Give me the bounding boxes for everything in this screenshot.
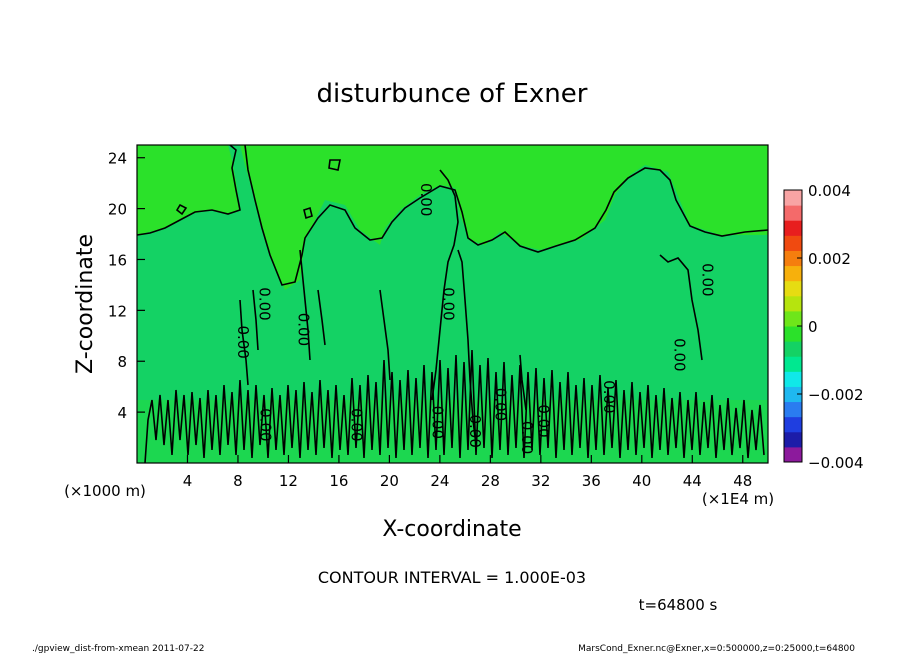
colorbar-swatch xyxy=(784,401,802,418)
contour-label: 0.00 xyxy=(491,388,509,421)
x-tick-label: 8 xyxy=(233,472,243,490)
y-axis: 4 8 12 16 20 24 xyxy=(108,150,145,422)
contour-line xyxy=(144,349,765,464)
colorbar-swatch xyxy=(784,446,802,463)
contour-label: 0.00 xyxy=(257,408,275,441)
contour-line xyxy=(175,159,341,220)
chart-title: disturbunce of Exner xyxy=(317,79,588,109)
colorbar-tick-label: 0 xyxy=(808,318,818,336)
colorbar-swatch xyxy=(784,235,802,251)
x-tick-label: 20 xyxy=(380,472,399,490)
contour-label: 0.00 xyxy=(417,183,435,216)
contour-label: 0.00 xyxy=(698,263,716,296)
x-tick-label: 4 xyxy=(183,472,193,490)
colorbar-tick-label: 0.004 xyxy=(808,182,851,200)
contour-line xyxy=(239,249,527,411)
colorbar-swatch xyxy=(784,371,802,387)
time-label: t=64800 s xyxy=(639,596,718,614)
x-tick-label: 32 xyxy=(531,472,550,490)
field-positive-left xyxy=(137,145,240,235)
x-tick-label: 28 xyxy=(481,472,500,490)
x-axis: 4 8 12 16 20 24 28 32 36 40 44 48 xyxy=(183,455,752,490)
contour-label: 0.00 xyxy=(255,287,273,320)
colorbar-swatch xyxy=(784,326,802,342)
contour-label: 0.00 xyxy=(348,408,366,441)
y-tick-label: 24 xyxy=(108,150,127,168)
contour-label: 0.00 xyxy=(518,421,536,454)
colorbar-tick-label: 0.002 xyxy=(808,250,851,268)
colorbar-swatch xyxy=(784,250,802,267)
contour-label: 0.00 xyxy=(428,406,446,439)
contour-line xyxy=(457,249,477,446)
colorbar-swatch xyxy=(784,386,802,403)
footer-left: ./gpview_dist-from-xmean 2011-07-22 xyxy=(32,644,204,654)
contour-labels: 0.000.000.000.000.000.000.00 0.00 0.00 0.00… xyxy=(234,183,716,454)
contour-label: 0.00 xyxy=(534,404,552,437)
colorbar-swatch xyxy=(784,295,802,312)
colorbar-swatch xyxy=(784,190,802,206)
colorbar-swatch xyxy=(784,416,802,433)
contour-label: 0.00 xyxy=(295,313,313,346)
colorbar-swatch xyxy=(784,341,802,357)
footer-right: MarsCond_Exner.nc@Exner,x=0:500000,z=0:2… xyxy=(578,644,855,654)
y-tick-label: 12 xyxy=(108,302,127,320)
x-tick-label: 12 xyxy=(279,472,298,490)
contour-lines xyxy=(136,144,769,464)
contour-line xyxy=(659,254,703,361)
colorbar-swatch xyxy=(784,265,802,282)
x-unit-label: (×1E4 m) xyxy=(702,490,774,508)
plot-frame xyxy=(136,144,769,464)
x-tick-label: 40 xyxy=(632,472,651,490)
colorbar-swatch xyxy=(784,310,802,327)
contour-label: 0.00 xyxy=(234,325,252,358)
y-tick-label: 4 xyxy=(117,404,127,422)
contour-label: 0.00 xyxy=(466,414,484,447)
colorbar-swatch xyxy=(784,205,802,221)
x-tick-label: 44 xyxy=(683,472,702,490)
contour-label: 0.00 xyxy=(440,287,458,320)
y-unit-label: (×1000 m) xyxy=(64,482,146,500)
colorbar-swatch xyxy=(784,220,802,236)
plot-area: 0.000.000.000.000.000.000.00 0.00 0.00 0.00… xyxy=(136,144,769,464)
y-tick-label: 8 xyxy=(117,353,127,371)
y-axis-title: Z-coordinate xyxy=(73,234,98,374)
contour-interval-label: CONTOUR INTERVAL = 1.000E-03 xyxy=(318,568,586,587)
contour-line xyxy=(431,169,459,401)
x-tick-label: 36 xyxy=(582,472,601,490)
contour-line xyxy=(136,144,241,236)
colorbar xyxy=(784,190,802,463)
colorbar-swatch xyxy=(784,431,802,448)
contour-label: 0.00 xyxy=(671,338,689,371)
x-tick-label: 16 xyxy=(329,472,348,490)
colorbar-tick-label: −0.004 xyxy=(808,454,864,472)
x-tick-label: 48 xyxy=(733,472,752,490)
y-tick-label: 16 xyxy=(108,251,127,269)
x-tick-label: 24 xyxy=(430,472,449,490)
colorbar-swatch xyxy=(784,356,802,372)
colorbar-tick-labels: 0.004 0.002 0 −0.002 −0.004 xyxy=(797,182,864,472)
colorbar-swatch xyxy=(784,280,802,297)
y-tick-label: 20 xyxy=(108,201,127,219)
x-axis-title: X-coordinate xyxy=(382,517,521,542)
contour-label: 0.00 xyxy=(600,380,618,413)
colorbar-tick-label: −0.002 xyxy=(808,386,864,404)
field-positive-upper xyxy=(137,145,768,290)
